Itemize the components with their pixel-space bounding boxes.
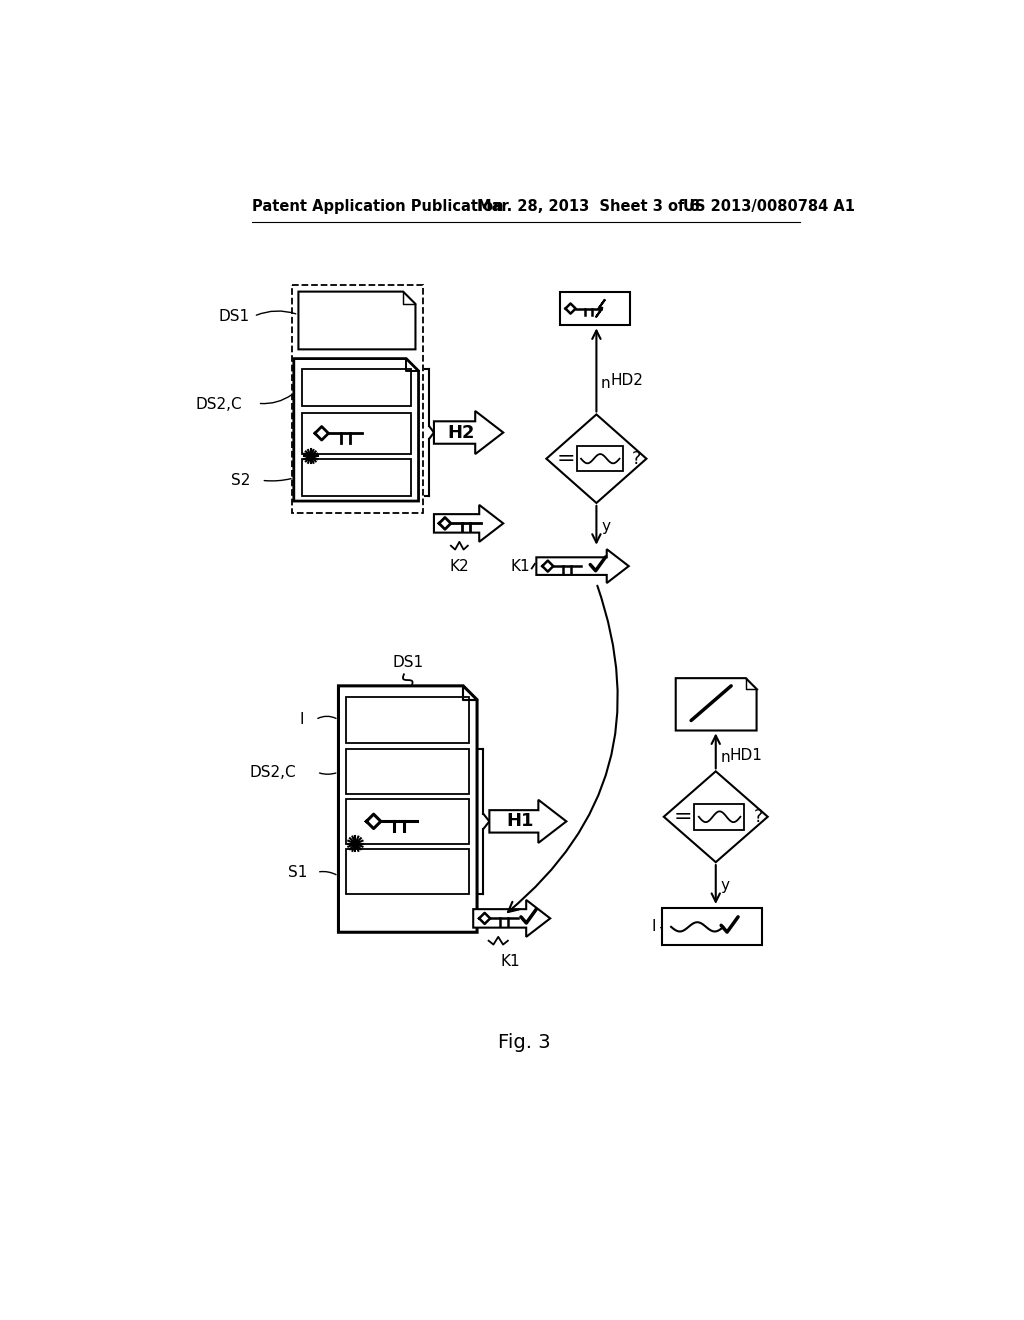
Polygon shape <box>434 506 503 543</box>
Bar <box>346 849 469 894</box>
Text: Mar. 28, 2013  Sheet 3 of 6: Mar. 28, 2013 Sheet 3 of 6 <box>477 198 699 214</box>
Text: y: y <box>720 878 729 892</box>
Polygon shape <box>664 771 768 862</box>
Text: I: I <box>651 919 655 935</box>
Text: y: y <box>601 519 610 533</box>
Text: =: = <box>556 449 574 469</box>
Text: n: n <box>720 750 730 764</box>
Text: H2: H2 <box>447 424 475 441</box>
Text: n: n <box>601 376 610 391</box>
Bar <box>301 412 411 454</box>
Text: US 2013/0080784 A1: US 2013/0080784 A1 <box>683 198 855 214</box>
Text: S2: S2 <box>230 473 250 488</box>
Polygon shape <box>547 414 646 503</box>
Bar <box>662 908 762 945</box>
Text: DS1: DS1 <box>392 656 423 671</box>
Bar <box>301 370 411 407</box>
Text: Fig. 3: Fig. 3 <box>499 1032 551 1052</box>
Polygon shape <box>339 686 477 932</box>
Text: DS2,C: DS2,C <box>250 764 296 780</box>
Polygon shape <box>434 411 503 454</box>
Text: HD2: HD2 <box>610 374 643 388</box>
Bar <box>346 748 469 793</box>
Text: =: = <box>674 807 692 826</box>
Polygon shape <box>294 359 419 502</box>
Text: HD1: HD1 <box>730 748 763 763</box>
Bar <box>694 804 744 830</box>
Polygon shape <box>537 549 629 583</box>
Text: K2: K2 <box>450 558 469 574</box>
Text: ?: ? <box>754 808 763 826</box>
Bar <box>346 697 469 743</box>
Polygon shape <box>489 800 566 843</box>
Text: DS2,C: DS2,C <box>196 397 243 412</box>
Text: H1: H1 <box>507 812 534 830</box>
Polygon shape <box>676 678 757 730</box>
Bar <box>292 285 423 512</box>
Polygon shape <box>596 300 604 317</box>
Polygon shape <box>298 292 416 350</box>
Text: ?: ? <box>632 450 641 467</box>
Text: Patent Application Publication: Patent Application Publication <box>252 198 504 214</box>
Text: S1: S1 <box>289 865 307 879</box>
Bar <box>301 459 411 496</box>
Bar <box>346 799 469 843</box>
Text: I: I <box>299 713 304 727</box>
Bar <box>560 292 630 326</box>
Text: K1: K1 <box>501 954 520 969</box>
Bar <box>578 446 624 471</box>
FancyArrowPatch shape <box>508 586 617 912</box>
Text: DS1: DS1 <box>219 309 250 323</box>
Polygon shape <box>473 900 550 937</box>
Text: K1: K1 <box>511 558 530 574</box>
